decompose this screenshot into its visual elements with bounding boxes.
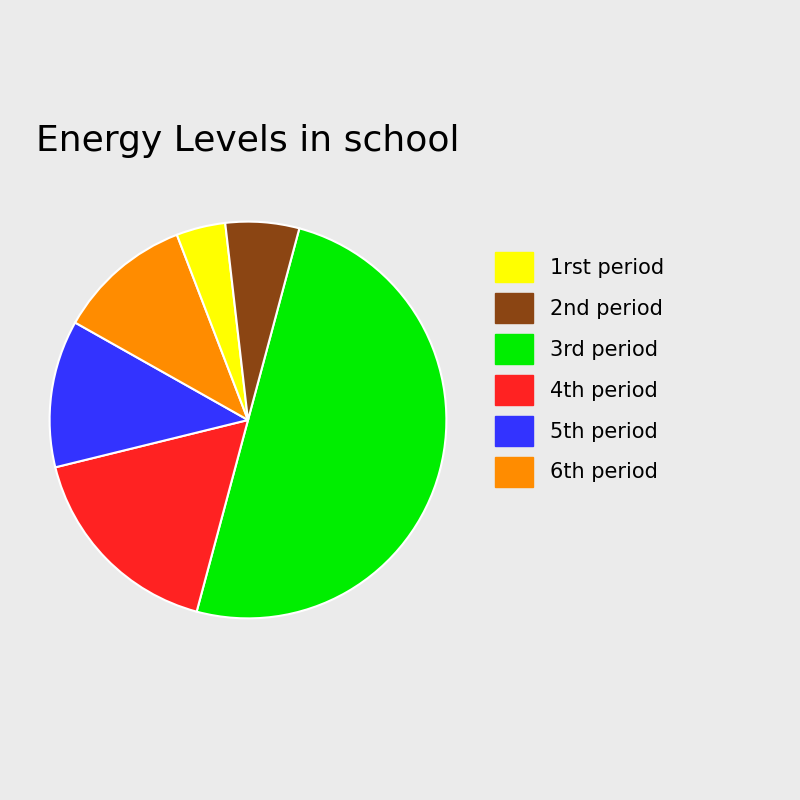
Title: Energy Levels in school: Energy Levels in school <box>36 124 460 158</box>
Legend: 1rst period, 2nd period, 3rd period, 4th period, 5th period, 6th period: 1rst period, 2nd period, 3rd period, 4th… <box>485 242 674 497</box>
Wedge shape <box>177 223 248 420</box>
Wedge shape <box>50 322 248 467</box>
Wedge shape <box>55 420 248 612</box>
Wedge shape <box>75 234 248 420</box>
Wedge shape <box>197 228 446 618</box>
Wedge shape <box>225 222 299 420</box>
